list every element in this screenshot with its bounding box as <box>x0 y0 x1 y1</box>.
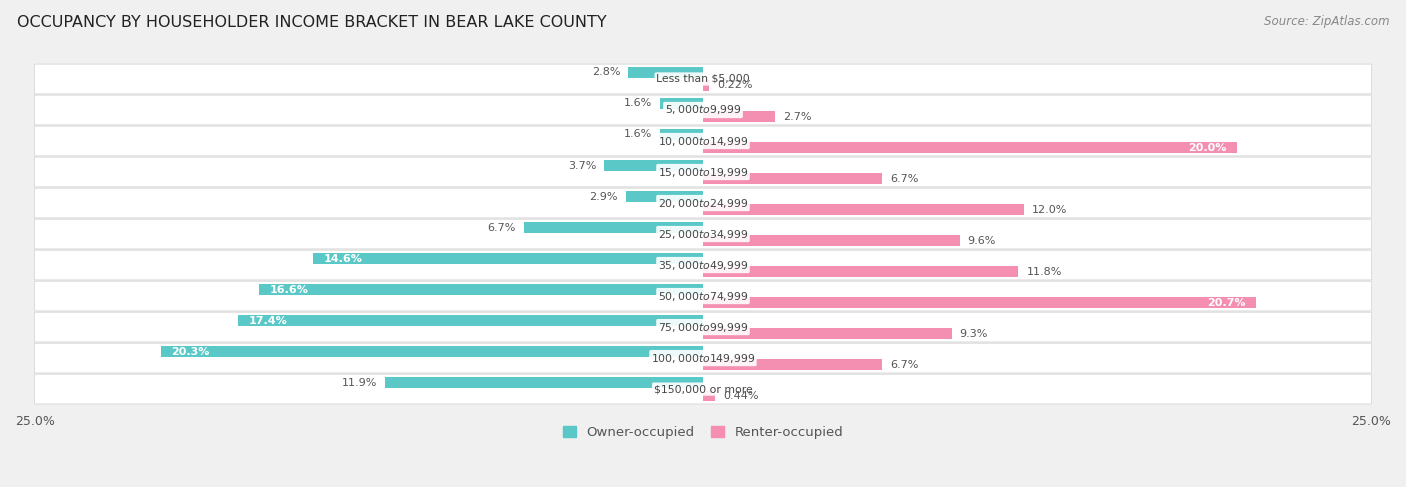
Text: 3.7%: 3.7% <box>568 161 596 170</box>
Bar <box>703 328 952 339</box>
Text: 2.7%: 2.7% <box>783 112 811 122</box>
Text: 16.6%: 16.6% <box>270 284 309 295</box>
Text: 1.6%: 1.6% <box>624 98 652 109</box>
Bar <box>238 315 703 326</box>
FancyBboxPatch shape <box>34 64 1372 94</box>
Text: 14.6%: 14.6% <box>323 254 363 263</box>
Text: 17.4%: 17.4% <box>249 316 287 325</box>
Bar <box>703 359 882 371</box>
FancyBboxPatch shape <box>34 219 1372 249</box>
Bar <box>703 142 1237 153</box>
Bar <box>703 111 775 122</box>
Text: 0.44%: 0.44% <box>723 391 758 401</box>
Text: 11.8%: 11.8% <box>1026 266 1062 277</box>
Text: $10,000 to $14,999: $10,000 to $14,999 <box>658 134 748 148</box>
Bar <box>605 160 703 171</box>
Text: 20.7%: 20.7% <box>1206 298 1246 308</box>
Bar <box>314 253 703 264</box>
Text: 6.7%: 6.7% <box>890 173 918 184</box>
Text: $25,000 to $34,999: $25,000 to $34,999 <box>658 227 748 241</box>
Bar <box>703 172 882 185</box>
Bar <box>703 204 1024 215</box>
Bar <box>385 376 703 389</box>
Legend: Owner-occupied, Renter-occupied: Owner-occupied, Renter-occupied <box>558 421 848 445</box>
Text: $75,000 to $99,999: $75,000 to $99,999 <box>658 320 748 334</box>
FancyBboxPatch shape <box>34 343 1372 373</box>
Bar <box>524 222 703 233</box>
Text: 1.6%: 1.6% <box>624 130 652 139</box>
Bar <box>703 235 959 246</box>
FancyBboxPatch shape <box>34 281 1372 311</box>
Text: 20.0%: 20.0% <box>1188 143 1227 152</box>
FancyBboxPatch shape <box>34 95 1372 125</box>
Bar <box>661 129 703 140</box>
FancyBboxPatch shape <box>34 312 1372 342</box>
FancyBboxPatch shape <box>34 374 1372 404</box>
Bar <box>703 79 709 92</box>
Bar <box>259 283 703 296</box>
FancyBboxPatch shape <box>34 157 1372 187</box>
Text: 2.9%: 2.9% <box>589 191 617 202</box>
Text: $35,000 to $49,999: $35,000 to $49,999 <box>658 259 748 272</box>
Text: $20,000 to $24,999: $20,000 to $24,999 <box>658 197 748 209</box>
Text: $100,000 to $149,999: $100,000 to $149,999 <box>651 352 755 365</box>
Text: $15,000 to $19,999: $15,000 to $19,999 <box>658 166 748 179</box>
Text: $150,000 or more: $150,000 or more <box>654 384 752 394</box>
Text: 20.3%: 20.3% <box>172 347 209 356</box>
Bar <box>160 346 703 357</box>
Text: 0.22%: 0.22% <box>717 80 752 91</box>
Text: Less than $5,000: Less than $5,000 <box>657 74 749 84</box>
Bar <box>703 266 1018 278</box>
Text: $5,000 to $9,999: $5,000 to $9,999 <box>665 104 741 116</box>
Text: 6.7%: 6.7% <box>890 359 918 370</box>
Text: 11.9%: 11.9% <box>342 377 377 388</box>
Bar <box>661 97 703 110</box>
Bar <box>703 390 714 401</box>
Text: $50,000 to $74,999: $50,000 to $74,999 <box>658 290 748 302</box>
FancyBboxPatch shape <box>34 126 1372 156</box>
FancyBboxPatch shape <box>34 188 1372 218</box>
Bar <box>703 297 1256 308</box>
Text: 2.8%: 2.8% <box>592 68 620 77</box>
FancyBboxPatch shape <box>34 250 1372 280</box>
Text: 9.3%: 9.3% <box>959 329 988 338</box>
Text: 12.0%: 12.0% <box>1032 205 1067 215</box>
Bar <box>626 190 703 203</box>
Text: 6.7%: 6.7% <box>488 223 516 232</box>
Text: 9.6%: 9.6% <box>967 236 995 245</box>
Text: Source: ZipAtlas.com: Source: ZipAtlas.com <box>1264 15 1389 28</box>
Bar <box>628 67 703 78</box>
Text: OCCUPANCY BY HOUSEHOLDER INCOME BRACKET IN BEAR LAKE COUNTY: OCCUPANCY BY HOUSEHOLDER INCOME BRACKET … <box>17 15 606 30</box>
